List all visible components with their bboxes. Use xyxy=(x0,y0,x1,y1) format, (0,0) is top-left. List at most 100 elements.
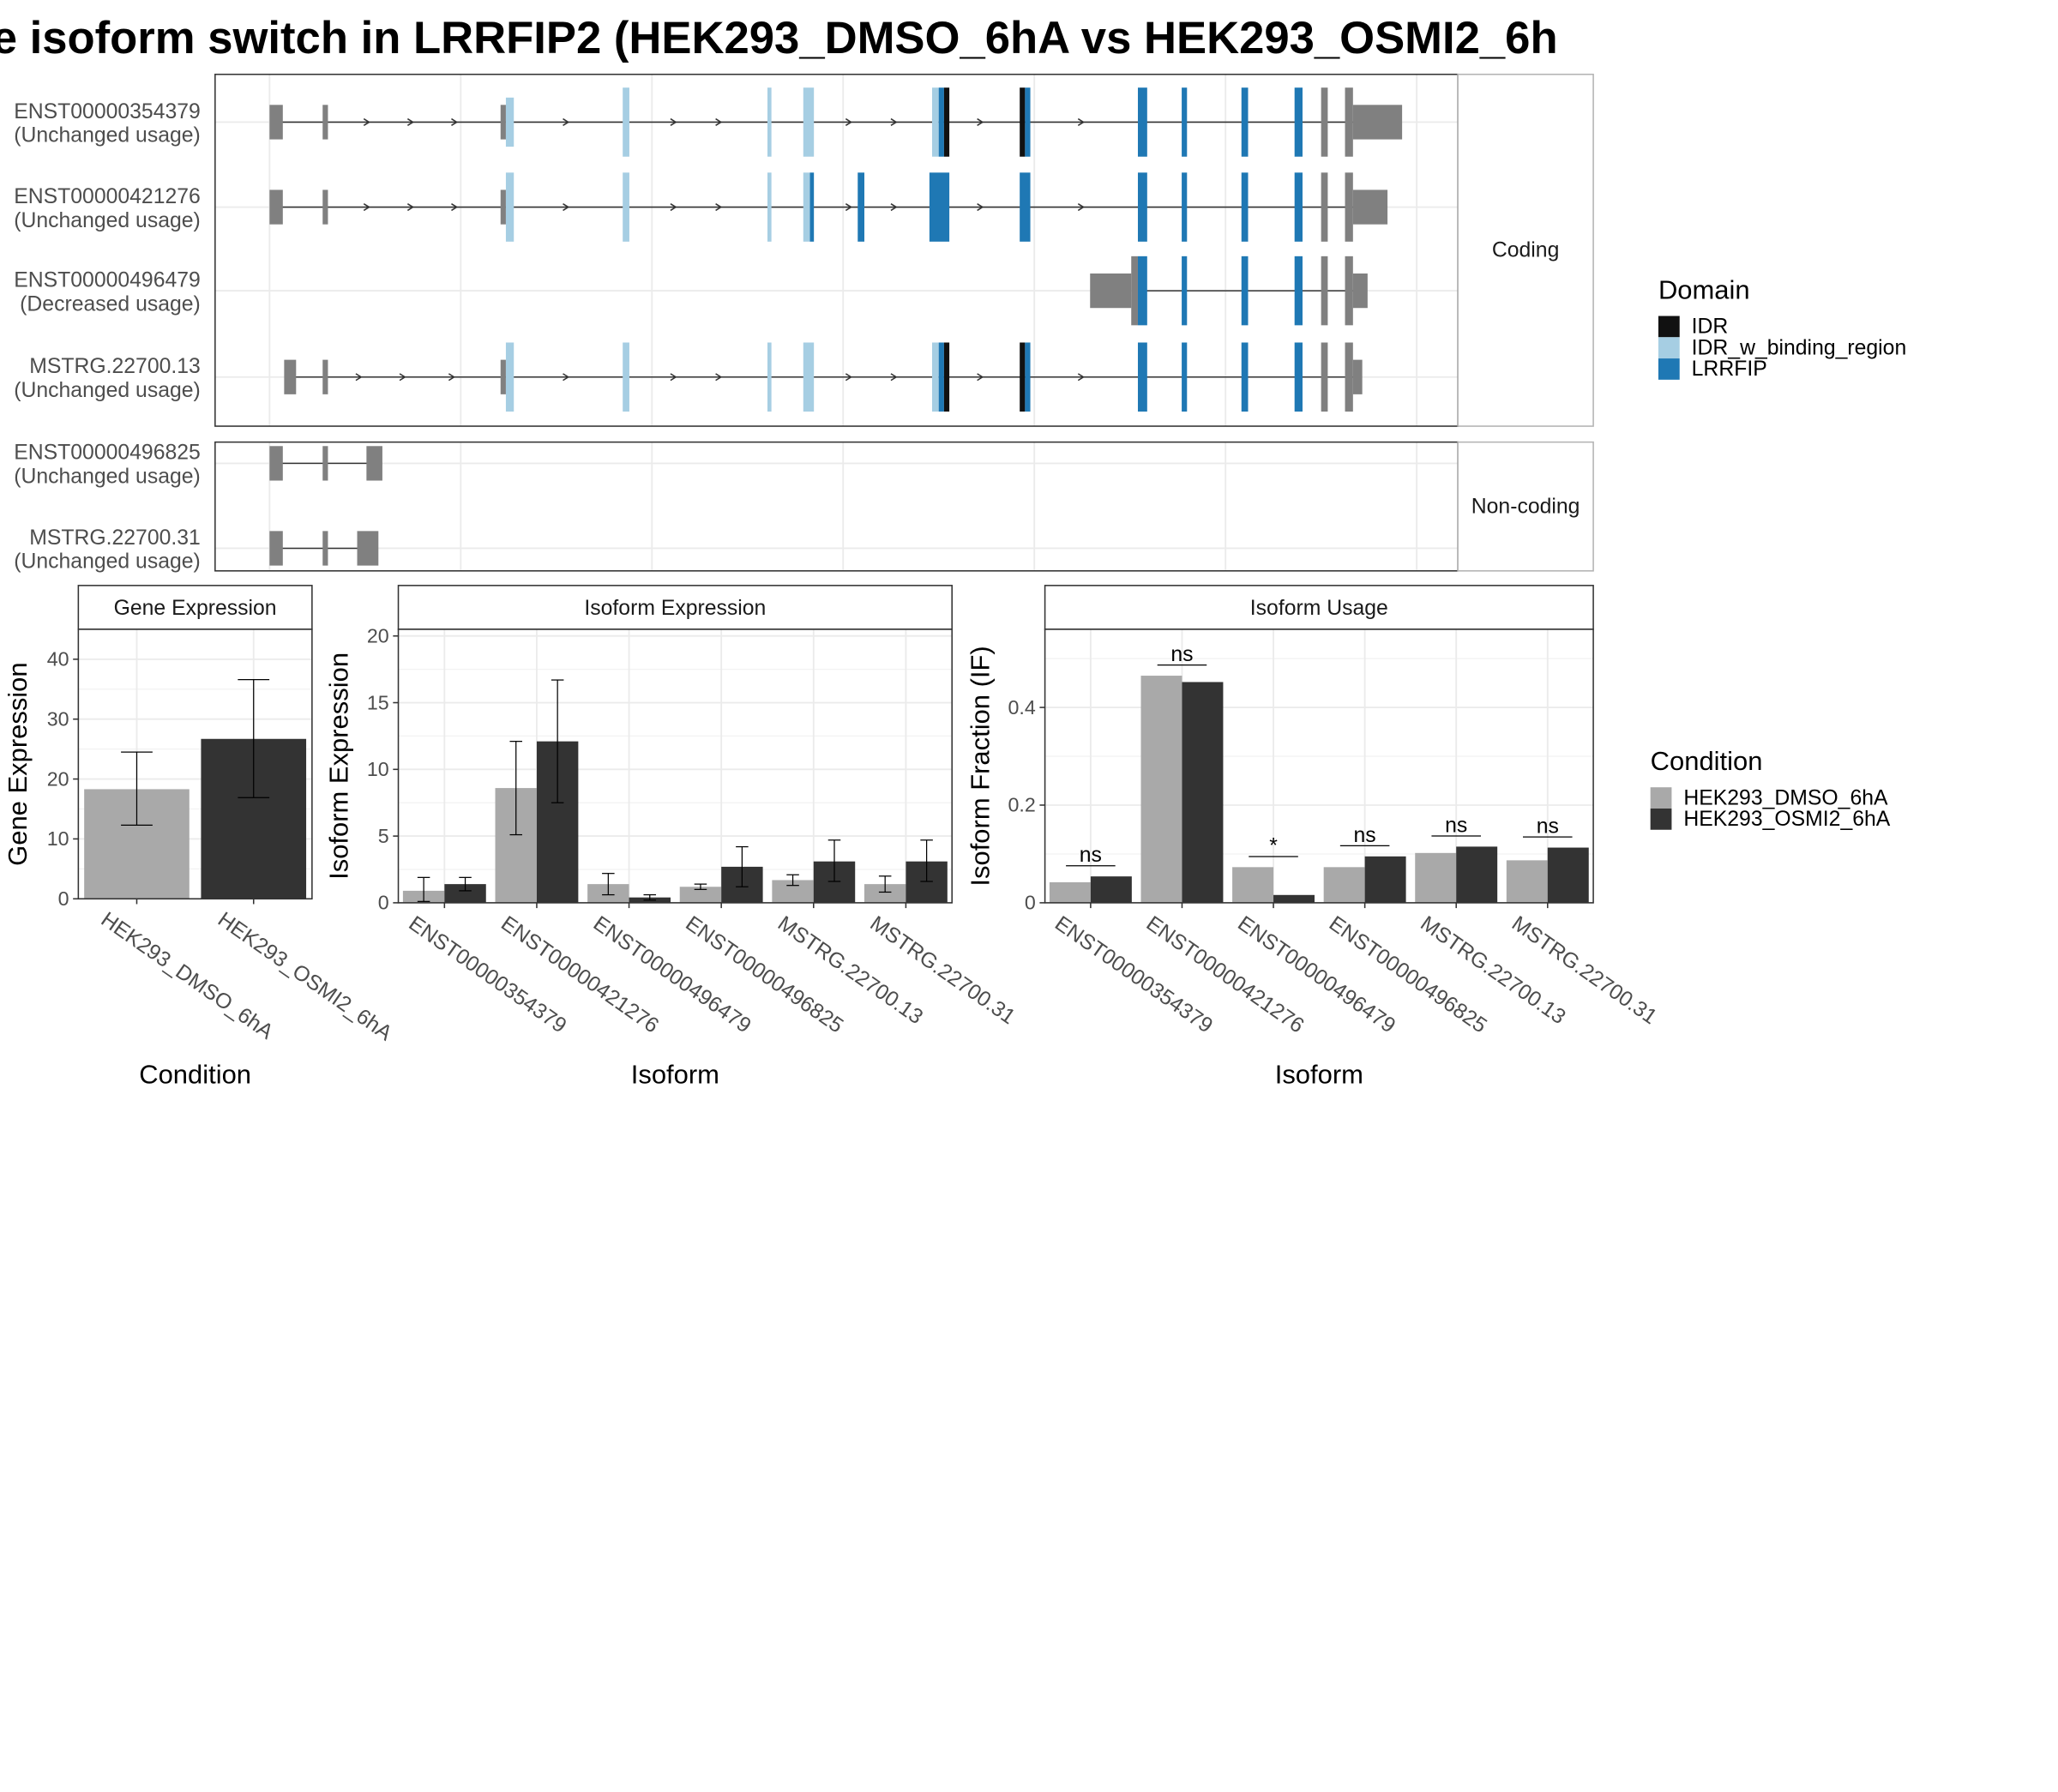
domain-legend-label: LRRFIP xyxy=(1692,358,1767,381)
transcript-id-label: MSTRG.22700.13 xyxy=(29,355,201,378)
exon-segment xyxy=(767,172,772,242)
exon-segment xyxy=(1025,342,1031,412)
y-axis-label: Gene Expression xyxy=(3,662,33,865)
strand-arrow xyxy=(451,117,459,126)
strand-arrow xyxy=(406,203,415,212)
y-tick-label: 10 xyxy=(367,758,389,780)
strand-arrow xyxy=(563,203,570,212)
chart-title: Isoform Usage xyxy=(1250,597,1388,620)
bar xyxy=(1323,867,1365,903)
strand-arrow xyxy=(1077,203,1085,212)
strand-arrow xyxy=(715,117,723,126)
exon-segment xyxy=(269,189,283,225)
strand-arrow xyxy=(890,373,898,382)
x-tick-label: ENST00000496479 xyxy=(1233,912,1399,1038)
y-tick-label: 0 xyxy=(378,892,389,914)
domain-legend-label: IDR_w_binding_region xyxy=(1692,336,1907,359)
y-axis-label: Isoform Expression xyxy=(324,652,354,880)
strand-arrow xyxy=(1077,373,1085,382)
plot-background xyxy=(398,628,953,903)
exon-segment xyxy=(1182,256,1188,326)
condition-legend-title: Condition xyxy=(1651,746,1763,776)
transcript-usage-label: (Decreased usage) xyxy=(20,292,201,316)
x-axis-label: Condition xyxy=(139,1059,251,1089)
exon-segment xyxy=(943,342,950,412)
strand-arrow xyxy=(670,373,677,382)
y-tick-label: 30 xyxy=(47,707,69,730)
exon-segment xyxy=(1137,256,1147,326)
exon-segment xyxy=(1345,172,1353,242)
chart-title: Gene Expression xyxy=(114,597,277,620)
x-tick-label: ENST00000354379 xyxy=(405,912,571,1038)
exon-segment xyxy=(929,172,950,242)
bar xyxy=(1415,852,1457,903)
strand-arrow xyxy=(670,203,677,212)
condition-legend-label: HEK293_OSMI2_6hA xyxy=(1683,808,1890,831)
exon-segment xyxy=(366,446,382,481)
y-tick-label: 15 xyxy=(367,691,389,713)
exon-segment xyxy=(1352,105,1403,140)
transcript-id-label: ENST00000421276 xyxy=(14,185,201,208)
transcript-usage-label: (Unchanged usage) xyxy=(14,466,201,489)
transcript-usage-label: (Unchanged usage) xyxy=(14,124,201,147)
facet-strip xyxy=(1457,441,1594,572)
exon-segment xyxy=(1321,172,1328,242)
isoform-switch-figure: e isoform switch in LRRFIP2 (HEK293_DMSO… xyxy=(0,13,1907,1090)
isoform-expression-chart: Isoform Expression 0 5 10 15 20 ENST0000035437… xyxy=(324,585,1020,1089)
y-tick-label: 0.4 xyxy=(1008,696,1035,719)
bar xyxy=(1182,682,1224,903)
x-axis-label: Isoform xyxy=(1275,1059,1363,1089)
transcript-structure-panel: CodingNon-codingENST00000354379(Unchange… xyxy=(14,73,1594,574)
exon-segment xyxy=(1294,87,1303,157)
chart-strip xyxy=(397,585,953,630)
strand-arrow xyxy=(890,117,898,126)
panel-background xyxy=(214,74,1459,427)
domain-legend-key xyxy=(1658,316,1680,338)
y-tick-label: 0.2 xyxy=(1008,794,1035,816)
strand-arrow xyxy=(845,203,852,212)
significance-label: ns xyxy=(1170,643,1193,666)
exon-segment xyxy=(357,531,379,566)
chart-strip xyxy=(77,585,313,630)
significance-label: ns xyxy=(1354,824,1376,847)
strand-arrow xyxy=(977,117,984,126)
exon-segment xyxy=(1241,256,1249,326)
isoform-usage-chart: Isoform Usage ns ns * ns ns ns 0 0.2 0.4 ENST00000… xyxy=(966,585,1661,1089)
strand-arrow xyxy=(715,373,723,382)
x-tick-label: ENST00000496825 xyxy=(681,912,847,1038)
exon-segment xyxy=(1241,342,1249,412)
y-tick-label: 10 xyxy=(47,827,69,850)
strand-arrow xyxy=(363,203,370,212)
strand-arrow xyxy=(845,117,852,126)
transcript-id-label: ENST00000496479 xyxy=(14,268,201,292)
strand-arrow xyxy=(715,203,723,212)
strand-arrow xyxy=(451,203,459,212)
significance-label: ns xyxy=(1080,844,1102,867)
exon-segment xyxy=(322,446,328,481)
exon-segment xyxy=(505,97,514,147)
strand-arrow xyxy=(670,117,677,126)
chart-strip xyxy=(1044,585,1594,630)
bar xyxy=(1140,676,1182,903)
y-axis-label: Isoform Fraction (IF) xyxy=(966,646,996,886)
strand-arrow xyxy=(363,117,370,126)
transcript-id-label: ENST00000354379 xyxy=(14,100,201,123)
plot-border xyxy=(397,628,953,904)
exon-segment xyxy=(1294,256,1303,326)
significance-label: * xyxy=(1269,834,1278,857)
exon-segment xyxy=(623,87,629,157)
strand-arrow xyxy=(563,373,570,382)
exon-segment xyxy=(269,446,283,481)
condition-legend-key xyxy=(1650,808,1672,830)
exon-segment xyxy=(1182,172,1188,242)
chart-title: Isoform Expression xyxy=(584,597,766,620)
exon-segment xyxy=(931,87,939,157)
domain-legend-key xyxy=(1658,358,1680,380)
exon-segment xyxy=(505,172,514,242)
exon-segment xyxy=(931,342,939,412)
exon-segment xyxy=(269,105,283,140)
bar xyxy=(1364,856,1406,903)
bar xyxy=(864,884,906,903)
exon-segment xyxy=(1131,256,1138,326)
